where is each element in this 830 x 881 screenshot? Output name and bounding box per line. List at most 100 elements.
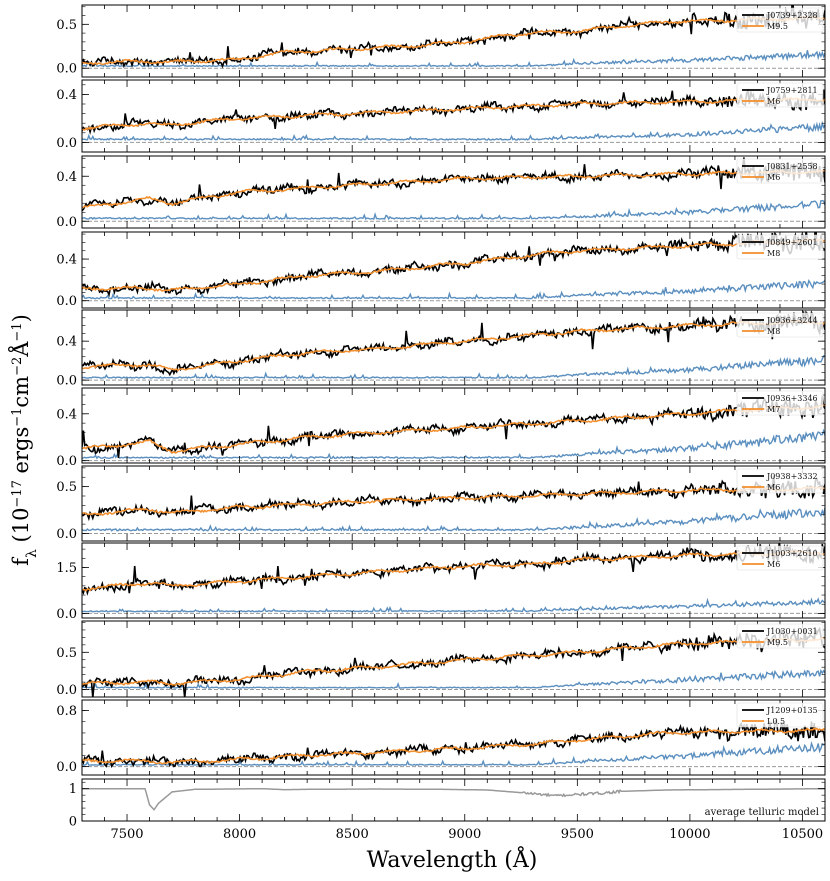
legend-object-name: J0936+3244 — [766, 316, 818, 325]
observed-spectrum — [82, 717, 825, 769]
legend-object-name: J0831+2558 — [766, 162, 818, 171]
panel-j0759+2811: 0.0 0.4 J0759+2811 M6 — [56, 79, 826, 153]
legend-template-type: M6 — [767, 483, 780, 492]
noise-spectrum — [82, 120, 825, 142]
panel-plot-area — [82, 475, 825, 534]
telluric-ytick-label: 0 — [69, 815, 77, 830]
panel-ytick-label: 0.0 — [56, 607, 77, 622]
panel-ytick-label: 0.5 — [56, 18, 77, 33]
panel-frame — [81, 387, 826, 464]
panel-plot-area — [82, 88, 825, 143]
noise-spectrum — [82, 355, 825, 380]
legend-template-type: M8 — [767, 249, 780, 258]
legend-template-type: M9.5 — [767, 638, 788, 647]
panel-legend: J1003+2610 M6 — [736, 545, 824, 571]
x-tick-label: 8000 — [223, 827, 256, 842]
panel-frame — [81, 4, 826, 78]
noise-spectrum — [82, 428, 825, 460]
template-spectrum — [82, 15, 825, 66]
legend-object-name: J1030+0031 — [766, 627, 818, 636]
panel-frame — [81, 79, 826, 153]
telluric-panel: 0 1 7500 8000 8500 9000 9500 10000 10500 average … — [69, 778, 826, 842]
template-spectrum — [82, 550, 825, 592]
noise-spectrum — [82, 668, 825, 690]
panel-legend: J0759+2811 M6 — [736, 82, 824, 108]
noise-spectrum — [82, 597, 825, 613]
legend-object-name: J0936+3346 — [766, 394, 818, 403]
observed-spectrum — [82, 232, 825, 298]
panel-ytick-label: 0.0 — [56, 215, 77, 230]
legend-object-name: J1209+0135 — [766, 706, 818, 715]
panel-legend: J0938+3332 M6 — [736, 468, 824, 494]
panel-ytick-label: 0.4 — [56, 253, 77, 268]
panel-ytick-label: 0.0 — [56, 454, 77, 469]
template-spectrum — [82, 96, 825, 131]
panel-frame — [81, 465, 826, 542]
panel-ytick-label: 0.5 — [56, 480, 77, 495]
panel-plot-area — [82, 396, 825, 462]
panel-frame — [81, 542, 826, 619]
panel-frame — [81, 620, 826, 698]
x-tick-label: 9500 — [561, 827, 594, 842]
telluric-curve — [82, 787, 825, 811]
panel-plot-area — [82, 717, 825, 769]
panel-frame — [81, 699, 826, 776]
panel-j0849+2601: 0.0 0.4 J0849+2601 M8 — [56, 231, 826, 309]
panel-legend: J1209+0135 L0.5 — [736, 702, 824, 728]
panel-ytick-label: 0.0 — [56, 760, 77, 775]
legend-template-type: M6 — [767, 560, 780, 569]
panel-plot-area — [82, 310, 825, 381]
panel-plot-area — [82, 626, 825, 697]
telluric-frame — [81, 778, 826, 822]
panel-legend: J1030+0031 M9.5 — [736, 623, 824, 649]
panel-j1030+0031: 0.0 0.5 J1030+0031 M9.5 — [56, 620, 826, 698]
legend-template-type: M9.5 — [767, 22, 788, 31]
panel-ytick-label: 0.0 — [56, 527, 77, 542]
panel-frame — [81, 155, 826, 229]
panel-j1209+0135: 0.0 0.8 J1209+0135 L0.5 — [56, 699, 826, 776]
legend-template-type: M8 — [767, 327, 780, 336]
panel-plot-area — [82, 232, 825, 302]
panel-ytick-label: 0.0 — [56, 374, 77, 389]
template-spectrum — [82, 169, 825, 209]
panel-legend: J0831+2558 M6 — [736, 158, 824, 184]
telluric-ytick-label: 1 — [69, 782, 77, 797]
x-tick-label: 9000 — [448, 827, 481, 842]
panel-j0831+2558: 0.0 0.4 J0831+2558 M6 — [56, 155, 826, 230]
panel-j0936+3244: 0.0 0.4 J0936+3244 M8 — [56, 309, 826, 389]
panel-ytick-label: 0.0 — [56, 62, 77, 77]
legend-template-type: M6 — [767, 97, 780, 106]
x-tick-label: 10000 — [669, 827, 710, 842]
x-tick-label: 10500 — [782, 827, 823, 842]
panel-j0739+2328: 0.0 0.5 J0739+2328 M9.5 — [56, 4, 826, 78]
template-spectrum — [82, 237, 825, 292]
x-tick-label: 8500 — [336, 827, 369, 842]
panel-j0936+3346: 0.0 0.4 J0936+3346 M7 — [56, 387, 826, 469]
template-spectrum — [82, 319, 825, 372]
legend-template-type: L0.5 — [767, 717, 785, 726]
panel-plot-area — [82, 543, 825, 614]
legend-object-name: J0739+2328 — [766, 11, 818, 20]
panel-ytick-label: 0.4 — [56, 170, 77, 185]
x-tick-label: 7500 — [110, 827, 143, 842]
panel-legend: J0936+3346 M7 — [736, 390, 824, 416]
observed-spectrum — [82, 396, 825, 458]
panel-legend: J0849+2601 M8 — [736, 234, 824, 260]
panel-ytick-label: 0.5 — [56, 646, 77, 661]
panel-frame — [81, 309, 826, 386]
panel-j0938+3332: 0.0 0.5 J0938+3332 M6 — [56, 465, 826, 542]
template-spectrum — [82, 403, 825, 454]
panel-ytick-label: 0.0 — [56, 136, 77, 151]
legend-object-name: J1003+2610 — [766, 549, 818, 558]
template-spectrum — [82, 636, 825, 686]
noise-spectrum — [82, 507, 825, 532]
panel-ytick-label: 1.5 — [56, 561, 77, 576]
legend-template-type: M6 — [767, 173, 780, 182]
legend-object-name: J0938+3332 — [766, 472, 818, 481]
y-axis-label: fλ (10−17 ergs−1cm−2Å−1) — [8, 314, 40, 566]
panel-ytick-label: 0.4 — [56, 335, 77, 350]
panel-ytick-label: 0.8 — [56, 704, 77, 719]
noise-spectrum — [82, 278, 825, 300]
